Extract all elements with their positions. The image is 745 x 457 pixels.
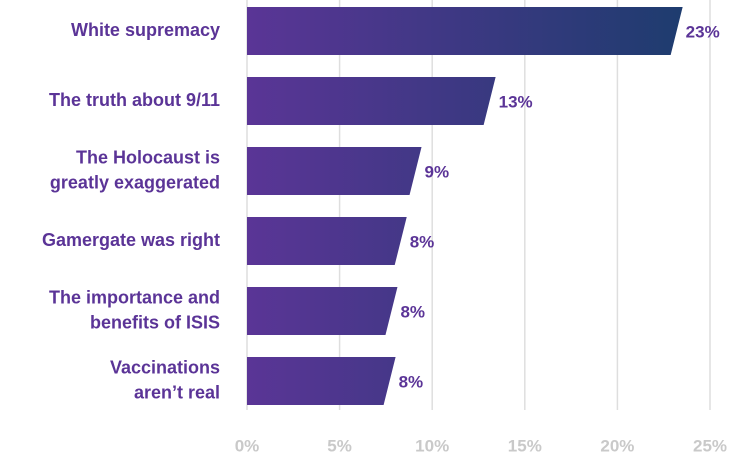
bar bbox=[247, 217, 407, 265]
data-label: 8% bbox=[400, 302, 425, 321]
x-tick-label: 10% bbox=[415, 436, 449, 455]
bar bbox=[247, 7, 683, 55]
y-tick-label-line: greatly exaggerated bbox=[50, 172, 220, 192]
bar bbox=[247, 287, 398, 335]
y-tick-label: Vaccinations aren’t real bbox=[110, 357, 220, 402]
x-tick-label: 20% bbox=[600, 436, 634, 455]
x-tick-label: 5% bbox=[327, 436, 352, 455]
y-tick-label: Gamergate was right bbox=[42, 230, 220, 250]
y-tick-label-line: The Holocaust is bbox=[76, 147, 220, 167]
data-label: 23% bbox=[686, 22, 720, 41]
y-tick-label-line: White supremacy bbox=[71, 20, 220, 40]
x-tick-label: 25% bbox=[693, 436, 727, 455]
y-tick-label-line: benefits of ISIS bbox=[90, 312, 220, 332]
y-tick-label: The truth about 9/11 bbox=[49, 90, 220, 110]
data-label: 13% bbox=[499, 92, 533, 111]
x-tick-label: 0% bbox=[235, 436, 260, 455]
bar bbox=[247, 357, 396, 405]
y-tick-label-line: The truth about 9/11 bbox=[49, 90, 220, 110]
data-label: 9% bbox=[425, 162, 450, 181]
y-tick-label-line: The importance and bbox=[49, 287, 220, 307]
y-tick-label: The Holocaust is greatly exaggerated bbox=[50, 147, 220, 192]
y-tick-label: The importance and benefits of ISIS bbox=[49, 287, 220, 332]
data-label: 8% bbox=[399, 372, 424, 391]
x-tick-label: 15% bbox=[508, 436, 542, 455]
y-tick-label-line: Vaccinations bbox=[110, 357, 220, 377]
y-tick-label: White supremacy bbox=[71, 20, 220, 40]
data-label: 8% bbox=[410, 232, 435, 251]
bar bbox=[247, 147, 422, 195]
y-tick-label-line: aren’t real bbox=[134, 382, 220, 402]
y-tick-label-line: Gamergate was right bbox=[42, 230, 220, 250]
bar bbox=[247, 77, 496, 125]
